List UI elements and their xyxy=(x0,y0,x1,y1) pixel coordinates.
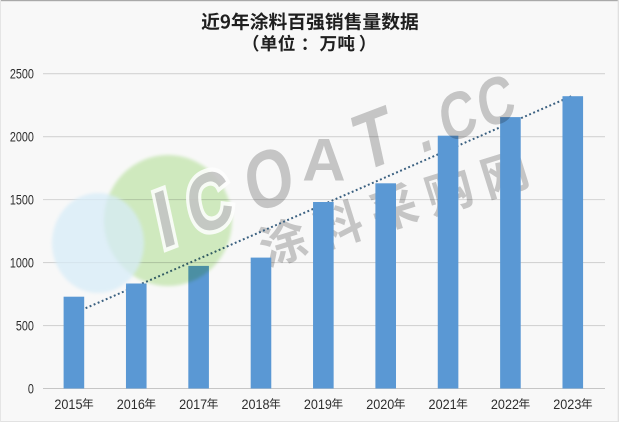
svg-text:2015: 2015 xyxy=(54,397,82,412)
svg-text:2020: 2020 xyxy=(366,397,394,412)
svg-text:2023: 2023 xyxy=(553,397,581,412)
svg-text:500: 500 xyxy=(16,318,34,333)
svg-text:2016: 2016 xyxy=(117,397,145,412)
svg-text:2000: 2000 xyxy=(10,129,34,144)
svg-text:0: 0 xyxy=(28,381,34,396)
svg-text:2019: 2019 xyxy=(304,397,332,412)
svg-text:A: A xyxy=(302,127,345,194)
svg-text:2017: 2017 xyxy=(179,397,207,412)
svg-text:1000: 1000 xyxy=(10,255,34,270)
svg-text:2500: 2500 xyxy=(10,66,34,81)
svg-text:1500: 1500 xyxy=(10,192,34,207)
svg-text:2021: 2021 xyxy=(429,397,457,412)
svg-text:2018: 2018 xyxy=(241,397,269,412)
svg-text:2022: 2022 xyxy=(491,397,519,412)
